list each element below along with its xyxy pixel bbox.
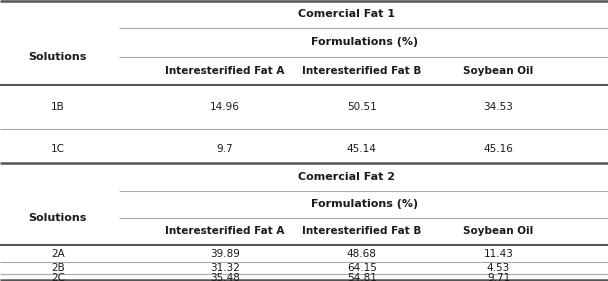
Text: 39.89: 39.89	[210, 249, 240, 259]
Text: 1C: 1C	[50, 144, 65, 154]
Text: Solutions: Solutions	[29, 51, 87, 62]
Text: Formulations (%): Formulations (%)	[311, 37, 418, 47]
Text: 34.53: 34.53	[483, 102, 514, 112]
Text: 45.16: 45.16	[483, 144, 514, 154]
Text: 11.43: 11.43	[483, 249, 514, 259]
Text: Interesterified Fat A: Interesterified Fat A	[165, 226, 285, 236]
Text: Interesterified Fat B: Interesterified Fat B	[302, 66, 421, 76]
Text: 31.32: 31.32	[210, 263, 240, 273]
Text: Comercial Fat 1: Comercial Fat 1	[298, 9, 395, 19]
Text: Formulations (%): Formulations (%)	[311, 199, 418, 209]
Text: Interesterified Fat A: Interesterified Fat A	[165, 66, 285, 76]
Text: Comercial Fat 2: Comercial Fat 2	[298, 172, 395, 182]
Text: 45.14: 45.14	[347, 144, 377, 154]
Text: 14.96: 14.96	[210, 102, 240, 112]
Text: 2A: 2A	[51, 249, 64, 259]
Text: Soybean Oil: Soybean Oil	[463, 226, 534, 236]
Text: 1B: 1B	[51, 102, 64, 112]
Text: 2C: 2C	[50, 273, 65, 281]
Text: Soybean Oil: Soybean Oil	[463, 66, 534, 76]
Text: 35.48: 35.48	[210, 273, 240, 281]
Text: 54.81: 54.81	[347, 273, 377, 281]
Text: 9.7: 9.7	[216, 144, 233, 154]
Text: 64.15: 64.15	[347, 263, 377, 273]
Text: 4.53: 4.53	[487, 263, 510, 273]
Text: 2B: 2B	[51, 263, 64, 273]
Text: 48.68: 48.68	[347, 249, 377, 259]
Text: 50.51: 50.51	[347, 102, 376, 112]
Text: Solutions: Solutions	[29, 213, 87, 223]
Text: 9.71: 9.71	[487, 273, 510, 281]
Text: Interesterified Fat B: Interesterified Fat B	[302, 226, 421, 236]
